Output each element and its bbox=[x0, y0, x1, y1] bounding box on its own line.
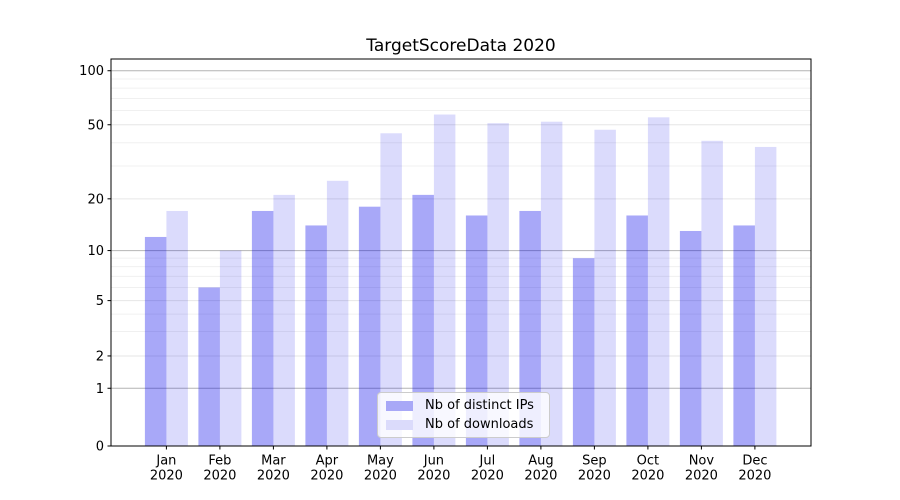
bar-jun-downloads bbox=[433, 114, 456, 447]
y-tick-label: 100 bbox=[79, 64, 104, 79]
bar-mar-distinct-ips bbox=[251, 210, 274, 446]
x-tick-label-year: 2020 bbox=[417, 469, 450, 484]
y-tick-label: 50 bbox=[87, 118, 104, 133]
y-tick-label: 2 bbox=[96, 349, 104, 364]
legend-item-distinct-ips: Nb of distinct IPs bbox=[386, 398, 543, 413]
bar-may-downloads bbox=[380, 133, 402, 447]
x-tick-label-year: 2020 bbox=[364, 469, 397, 484]
x-tick-label-year: 2020 bbox=[310, 469, 343, 484]
x-tick-label: Nov bbox=[689, 454, 715, 469]
axis-frame bbox=[110, 58, 812, 447]
x-tick-label: Oct bbox=[637, 454, 659, 469]
chart-title: TargetScoreData 2020 bbox=[366, 36, 556, 56]
x-tick-label: Jul bbox=[479, 454, 496, 469]
bar-dec-downloads bbox=[754, 146, 777, 446]
legend-label-distinct-ips: Nb of distinct IPs bbox=[425, 398, 534, 413]
legend: Nb of distinct IPs Nb of downloads bbox=[377, 392, 550, 438]
y-tick-label: 20 bbox=[87, 192, 104, 207]
bar-jul-distinct-ips bbox=[465, 215, 488, 446]
bar-dec-distinct-ips bbox=[733, 225, 755, 446]
x-tick-label-year: 2020 bbox=[257, 469, 290, 484]
x-tick-label: Jun bbox=[423, 454, 444, 469]
bar-jun-distinct-ips bbox=[412, 194, 434, 446]
y-tick-label: 5 bbox=[96, 294, 104, 309]
x-tick-label: Aug bbox=[528, 454, 553, 469]
bar-jan-downloads bbox=[166, 210, 188, 446]
x-tick-label-year: 2020 bbox=[578, 469, 611, 484]
bar-jan-distinct-ips bbox=[144, 236, 167, 446]
x-tick-label: Mar bbox=[261, 454, 286, 469]
legend-swatch-downloads bbox=[386, 419, 413, 430]
x-tick-label-year: 2020 bbox=[738, 469, 771, 484]
x-tick-label: Apr bbox=[316, 454, 339, 469]
bar-aug-downloads bbox=[540, 121, 563, 446]
legend-item-downloads: Nb of downloads bbox=[386, 417, 543, 432]
x-tick-label-year: 2020 bbox=[524, 469, 557, 484]
bar-nov-downloads bbox=[701, 140, 723, 446]
bar-mar-downloads bbox=[273, 194, 295, 446]
x-tick-label: Sep bbox=[582, 454, 607, 469]
bar-sep-distinct-ips bbox=[572, 258, 595, 446]
bar-apr-distinct-ips bbox=[305, 225, 327, 446]
bar-oct-downloads bbox=[647, 117, 670, 447]
x-tick-label-year: 2020 bbox=[150, 469, 183, 484]
bar-sep-downloads bbox=[594, 129, 616, 446]
y-tick-label: 1 bbox=[96, 382, 104, 397]
x-tick-label-year: 2020 bbox=[631, 469, 664, 484]
x-tick-label: Jan bbox=[155, 454, 176, 469]
bar-oct-distinct-ips bbox=[626, 215, 648, 446]
bar-apr-downloads bbox=[326, 180, 349, 446]
x-tick-label-year: 2020 bbox=[685, 469, 718, 484]
bar-feb-distinct-ips bbox=[198, 287, 220, 446]
x-tick-label: Feb bbox=[208, 454, 231, 469]
x-tick-label-year: 2020 bbox=[203, 469, 236, 484]
x-tick-label: Dec bbox=[742, 454, 767, 469]
bar-nov-distinct-ips bbox=[679, 230, 702, 446]
bar-aug-distinct-ips bbox=[519, 210, 541, 446]
bar-jul-downloads bbox=[487, 123, 509, 446]
bar-may-distinct-ips bbox=[358, 206, 381, 446]
y-tick-label: 10 bbox=[87, 244, 104, 259]
x-tick-label-year: 2020 bbox=[471, 469, 504, 484]
x-tick-label: May bbox=[367, 454, 394, 469]
bar-feb-downloads bbox=[219, 250, 242, 446]
legend-swatch-distinct-ips bbox=[386, 400, 413, 411]
y-tick-label: 0 bbox=[96, 440, 104, 455]
legend-label-downloads: Nb of downloads bbox=[425, 417, 534, 432]
